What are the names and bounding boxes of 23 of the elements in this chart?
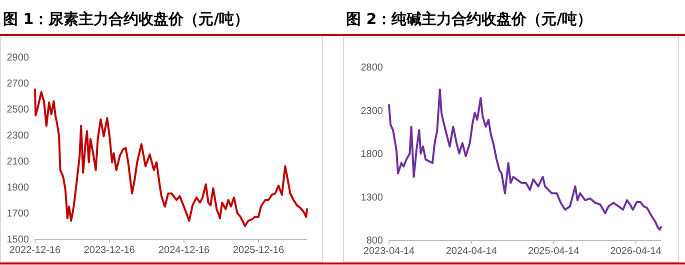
x-tick-label: 2022-12-16 xyxy=(9,245,62,256)
x-tick-label: 2026-04-14 xyxy=(610,246,662,257)
y-tick-label: 1500 xyxy=(6,234,30,246)
y-tick-label: 2700 xyxy=(6,78,30,90)
chart-title: 图 1：尿素主力合约收盘价（元/吨） xyxy=(3,10,250,28)
y-tick-label: 2500 xyxy=(6,104,30,116)
x-tick-label: 2024-12-16 xyxy=(158,245,210,256)
y-tick-label: 2300 xyxy=(6,130,30,142)
y-tick-label: 2100 xyxy=(6,156,30,168)
x-tick-label: 2023-04-14 xyxy=(363,246,416,257)
y-tick-label: 2800 xyxy=(360,62,384,74)
x-tick-label: 2023-12-16 xyxy=(84,245,136,256)
chart-title: 图 2：纯碱主力合约收盘价（元/吨） xyxy=(346,10,592,28)
y-tick-label: 2300 xyxy=(360,106,384,117)
y-tick-label: 2900 xyxy=(6,52,30,64)
x-tick-label: 2024-04-14 xyxy=(446,246,498,257)
x-tick-label: 2025-12-16 xyxy=(232,245,284,256)
x-tick-label: 2025-04-14 xyxy=(528,246,580,257)
y-tick-label: 1800 xyxy=(360,149,384,160)
y-tick-label: 1900 xyxy=(6,182,30,194)
y-tick-label: 800 xyxy=(366,236,384,246)
y-tick-label: 1700 xyxy=(6,208,30,220)
y-tick-label: 1300 xyxy=(360,192,384,204)
